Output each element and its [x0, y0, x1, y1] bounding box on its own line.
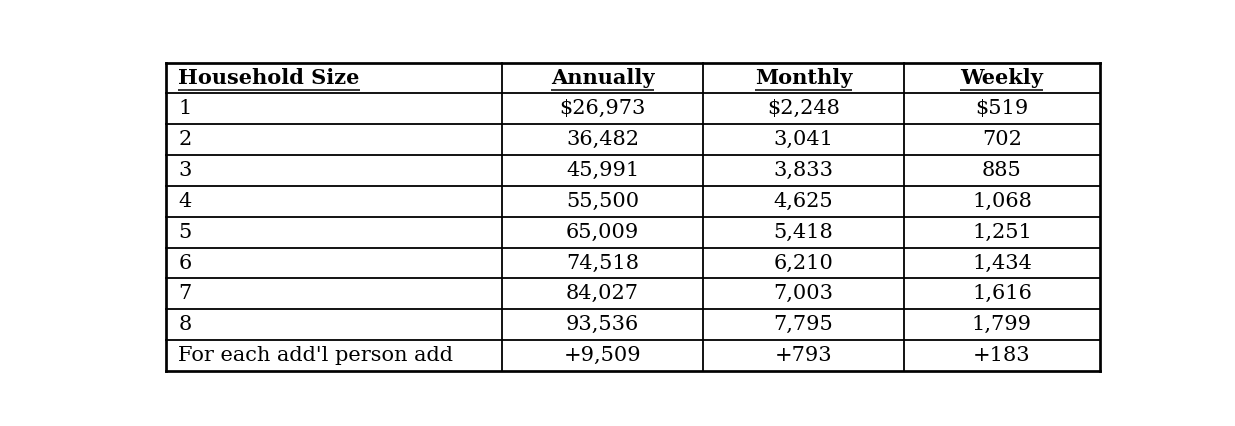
Text: 7,795: 7,795 [773, 315, 834, 334]
Text: For each add'l person add: For each add'l person add [178, 346, 453, 365]
Text: 5: 5 [178, 223, 191, 242]
Text: +793: +793 [774, 346, 832, 365]
Text: 45,991: 45,991 [566, 161, 640, 180]
Text: Annually: Annually [551, 68, 655, 88]
Text: 702: 702 [982, 130, 1021, 149]
Text: 36,482: 36,482 [566, 130, 638, 149]
Text: 4: 4 [178, 192, 191, 211]
Text: 4,625: 4,625 [773, 192, 834, 211]
Text: $519: $519 [976, 99, 1029, 118]
Text: 885: 885 [982, 161, 1021, 180]
Text: 3: 3 [178, 161, 191, 180]
Text: Monthly: Monthly [755, 68, 852, 88]
Text: $2,248: $2,248 [767, 99, 840, 118]
Text: 6: 6 [178, 253, 191, 273]
Text: 2: 2 [178, 130, 191, 149]
Text: 6,210: 6,210 [773, 253, 834, 273]
Text: 3,041: 3,041 [773, 130, 834, 149]
Text: 93,536: 93,536 [566, 315, 640, 334]
Text: 8: 8 [178, 315, 191, 334]
Text: 65,009: 65,009 [566, 223, 640, 242]
Text: 1,068: 1,068 [972, 192, 1032, 211]
Text: 55,500: 55,500 [566, 192, 640, 211]
Text: 7,003: 7,003 [773, 284, 834, 303]
Text: Weekly: Weekly [961, 68, 1044, 88]
Text: 84,027: 84,027 [566, 284, 638, 303]
Text: 3,833: 3,833 [773, 161, 834, 180]
Text: $26,973: $26,973 [559, 99, 646, 118]
Text: 74,518: 74,518 [566, 253, 638, 273]
Text: 5,418: 5,418 [773, 223, 834, 242]
Text: Household Size: Household Size [178, 68, 359, 88]
Text: 1,799: 1,799 [972, 315, 1032, 334]
Text: 1,616: 1,616 [972, 284, 1032, 303]
Text: 1,251: 1,251 [972, 223, 1032, 242]
Text: +183: +183 [973, 346, 1031, 365]
Text: 7: 7 [178, 284, 191, 303]
Text: 1,434: 1,434 [972, 253, 1032, 273]
Text: +9,509: +9,509 [563, 346, 641, 365]
Text: 1: 1 [178, 99, 191, 118]
